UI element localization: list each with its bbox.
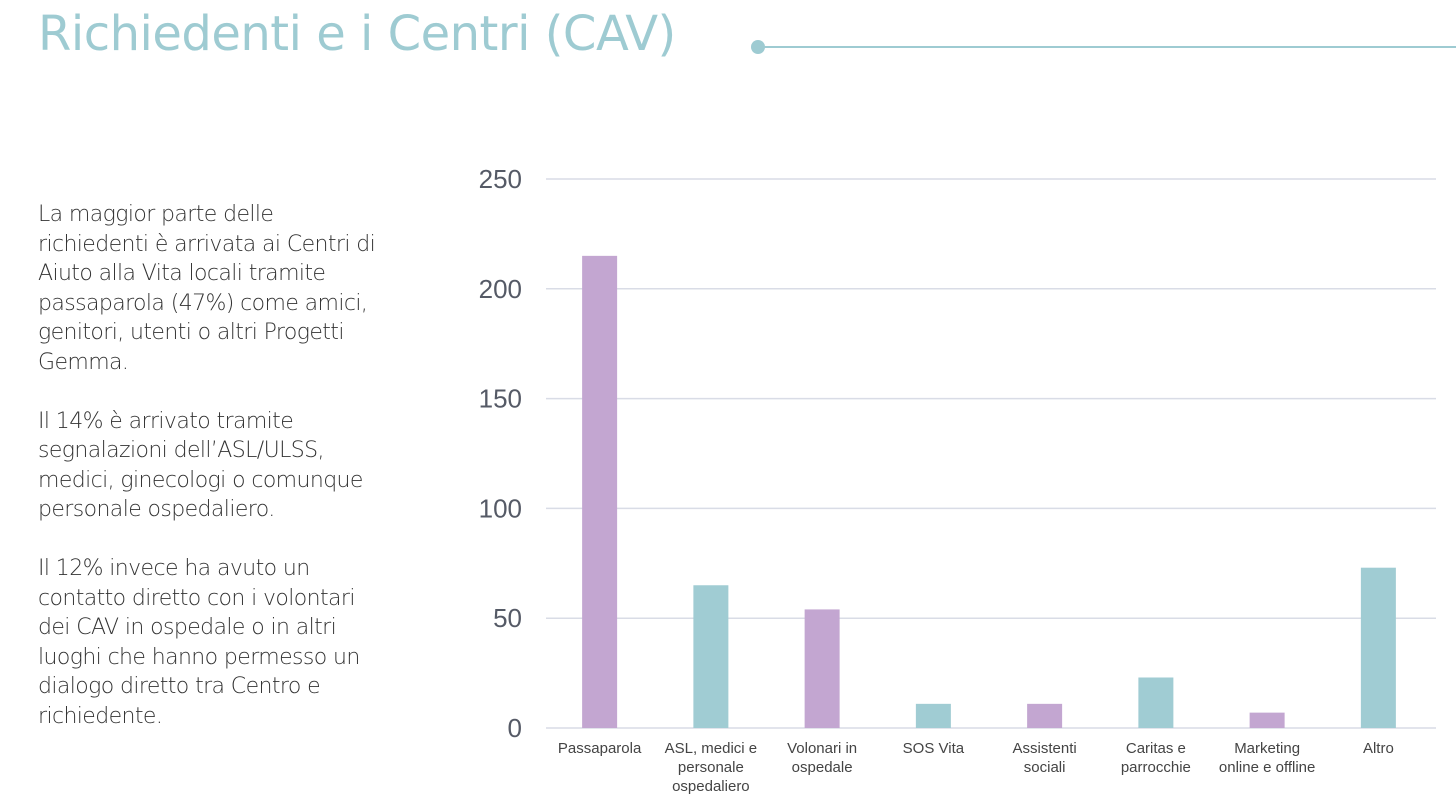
bar-4 [1027,703,1063,728]
x-category-label-line: Passaparola [558,740,642,757]
x-category-label-line: Altro [1363,740,1394,757]
bar-2 [804,609,840,728]
y-tick-label-50: 50 [493,603,522,633]
bar-0 [582,255,618,729]
bar-5 [1138,677,1174,728]
page-title: Richiedenti e i Centri (CAV) [38,6,676,62]
y-tick-label-200: 200 [479,274,522,304]
x-category-label-line: Marketing [1234,740,1300,757]
paragraph-volontari: Il 12% invece ha avuto un contatto diret… [38,555,360,729]
paragraph-passaparola: La maggior parte delle richiedenti è arr… [38,202,376,375]
paragraph-asl: Il 14% è arrivato tramite segnalazioni d… [38,408,363,523]
x-category-label-line: parrocchie [1121,759,1191,776]
x-category-label-6: Marketing online e offline [1219,740,1315,776]
x-category-label-1: ASL, medici e personale ospedaliero [665,740,758,795]
x-category-label-7: Altro [1363,740,1394,757]
title-rule-dot [751,40,765,54]
x-category-label-line: Caritas e [1126,740,1186,757]
y-tick-label-100: 100 [479,493,522,523]
x-category-label-3: SOS Vita [903,740,965,757]
x-category-label-0: Passaparola [558,740,642,757]
bar-6 [1249,712,1285,728]
x-category-label-line: Volonari in [787,740,857,757]
bar-1 [693,585,729,728]
x-category-label-line: ASL, medici e [665,740,758,757]
x-category-label-line: personale [678,759,744,776]
y-tick-label-150: 150 [479,384,522,414]
x-category-label-line: ospedale [792,759,853,776]
x-category-label-5: Caritas e parrocchie [1121,740,1191,776]
x-category-label-line: SOS Vita [903,740,965,757]
x-category-label-4: Assistenti sociali [1013,740,1077,776]
bar-3 [915,703,951,728]
bar-7 [1360,567,1396,728]
x-category-label-line: ospedaliero [672,778,750,795]
description-text: La maggior parte delle richiedenti è arr… [38,200,388,761]
x-category-label-2: Volonari in ospedale [787,740,857,776]
x-category-label-line: online e offline [1219,759,1315,776]
y-tick-label-0: 0 [508,713,522,743]
x-category-label-line: Assistenti [1013,740,1077,757]
x-category-label-line: sociali [1024,759,1066,776]
y-tick-label-250: 250 [479,164,522,194]
title-rule-line [762,46,1456,48]
